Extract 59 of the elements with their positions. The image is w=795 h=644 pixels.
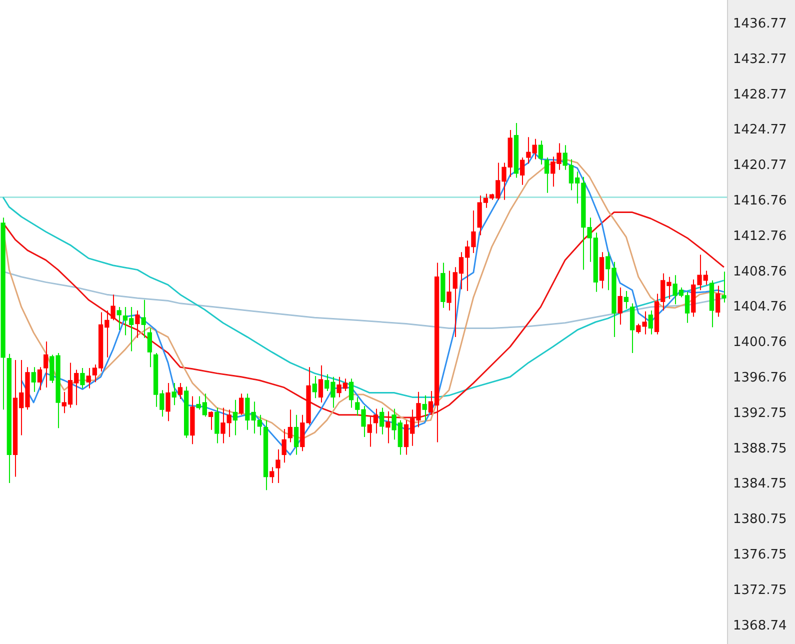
- candlestick: [43, 340, 48, 388]
- candlestick: [318, 364, 324, 403]
- candlestick: [312, 375, 317, 399]
- y-tick-label: 1420.77: [733, 158, 787, 174]
- candlestick: [178, 382, 183, 400]
- candlestick: [367, 416, 372, 448]
- candlestick: [648, 310, 653, 335]
- candlestick: [276, 448, 280, 484]
- y-tick-label: 1432.77: [733, 52, 787, 67]
- candlestick: [80, 368, 85, 389]
- y-tick-label: 1424.77: [733, 122, 787, 138]
- candlestick: [135, 310, 140, 338]
- candlestick: [288, 409, 293, 443]
- candlestick: [31, 366, 36, 392]
- candlestick: [282, 428, 286, 464]
- y-tick-label: 1436.77: [733, 16, 787, 32]
- candlestick: [386, 410, 390, 444]
- candlestick: [238, 393, 244, 416]
- candlestick: [208, 410, 214, 430]
- y-tick-label: 1376.75: [733, 547, 787, 562]
- candlestick: [141, 299, 146, 338]
- y-tick-label: 1392.75: [733, 406, 787, 421]
- candlestick: [544, 156, 550, 194]
- candlestick: [599, 252, 604, 289]
- candlestick: [380, 407, 384, 435]
- candlestick: [172, 382, 176, 406]
- candlestick: [86, 368, 91, 389]
- candlestick: [618, 287, 622, 326]
- candlestick: [214, 407, 220, 444]
- candlestick: [446, 270, 452, 311]
- candlestick: [373, 408, 378, 434]
- y-tick-label: 1396.76: [733, 370, 787, 386]
- candlestick: [538, 140, 543, 166]
- y-tick-label: 1412.76: [733, 228, 787, 244]
- candlestick: [116, 306, 122, 330]
- candlestick: [624, 290, 629, 310]
- candlestick: [37, 366, 42, 391]
- candlestick: [270, 466, 274, 484]
- candlestick: [110, 294, 116, 321]
- candlestick: [232, 399, 238, 436]
- y-tick-label: 1380.75: [733, 512, 787, 528]
- candlestick: [520, 156, 525, 186]
- candlestick: [716, 285, 720, 318]
- y-tick-label: 1368.74: [733, 618, 787, 634]
- y-tick-label: 1384.75: [733, 476, 787, 492]
- y-tick-label: 1416.76: [733, 194, 787, 209]
- y-tick-label: 1404.76: [733, 300, 787, 315]
- candlestick: [166, 382, 170, 422]
- y-tick-label: 1428.77: [733, 87, 787, 102]
- y-tick-label: 1400.76: [733, 335, 787, 350]
- candlestick: [422, 394, 427, 421]
- candlestick: [348, 378, 354, 408]
- y-tick-label: 1408.76: [733, 264, 787, 280]
- candlestick: [294, 414, 299, 456]
- candlestick: [147, 328, 152, 368]
- candlestick: [630, 302, 635, 354]
- y-tick-label: 1372.75: [733, 582, 787, 598]
- candlestick: [722, 271, 726, 304]
- y-tick-label: 1388.75: [733, 441, 787, 456]
